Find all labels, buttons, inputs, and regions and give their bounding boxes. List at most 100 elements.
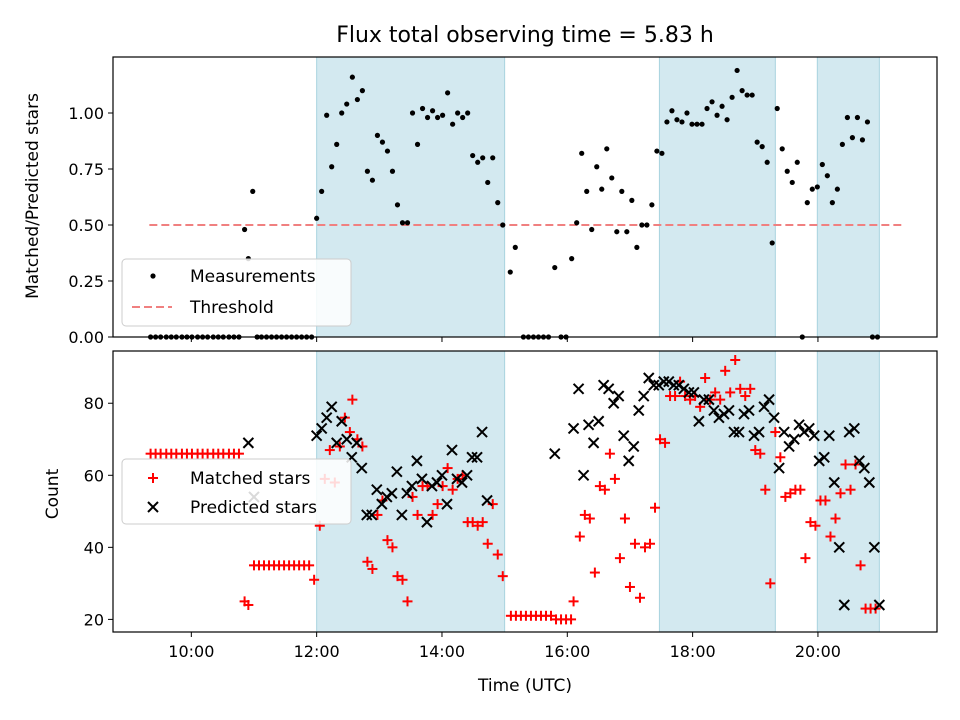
measurement-point — [344, 101, 350, 107]
matched-star-point — [243, 599, 254, 610]
xtick-label: 16:00 — [544, 642, 590, 661]
predicted-star-point — [315, 422, 328, 435]
bottom-panel: 20 40 60 80 10:00 12:00 14:00 16:00 18:00 20:00 Ma… — [84, 350, 938, 661]
measurement-point — [619, 188, 625, 194]
measurement-point — [552, 264, 558, 271]
predicted-star-point — [366, 509, 378, 521]
predicted-marker-b — [391, 465, 403, 478]
measurement-point — [709, 99, 715, 105]
measurement-point — [774, 105, 780, 112]
measurement-point — [569, 256, 575, 262]
predicted-marker-b — [351, 437, 363, 449]
measurement-point — [714, 112, 720, 118]
measurement-point — [455, 110, 461, 116]
measurement-point — [769, 240, 775, 246]
predicted-marker-b — [793, 419, 805, 431]
predicted-marker-b — [471, 451, 483, 463]
bottom-ylabel: Count — [43, 468, 63, 519]
predicted-marker-b — [758, 401, 770, 413]
measurement-point — [584, 188, 590, 194]
matched-star-point — [482, 538, 493, 549]
xtick-label: 18:00 — [670, 642, 716, 661]
measurement-point — [241, 226, 248, 233]
predicted-star-point — [643, 372, 655, 384]
predicted-marker-b — [823, 429, 835, 442]
measurement-point — [485, 179, 491, 186]
matched-star-point — [568, 596, 579, 607]
legend-measurement-marker — [150, 273, 156, 279]
predicted-marker-b — [310, 429, 323, 442]
predicted-marker-b — [688, 386, 700, 399]
measurement-point — [764, 159, 770, 165]
matched-star-point — [735, 383, 746, 394]
measurement-point — [364, 168, 371, 174]
measurement-point — [475, 159, 481, 165]
predicted-star-point — [668, 379, 680, 391]
measurement-point — [649, 202, 655, 208]
matched-star-point — [795, 484, 806, 495]
predicted-star-point — [858, 462, 871, 474]
measurement-point — [394, 202, 401, 208]
matched-star-point — [840, 459, 851, 470]
predicted-star-point — [828, 476, 840, 489]
matched-star-point — [492, 549, 503, 560]
measurement-point — [250, 188, 256, 194]
top-ylabel: Matched/Predicted stars — [23, 93, 43, 299]
predicted-marker-b — [376, 498, 388, 510]
legend-box — [121, 458, 352, 525]
matched-star-point — [810, 520, 821, 531]
predicted-marker-b — [773, 462, 785, 474]
measurement-point — [854, 114, 861, 121]
predicted-marker-b — [481, 494, 493, 507]
measurement-point — [824, 173, 830, 179]
measurement-point — [689, 121, 695, 127]
matched-star-point — [599, 484, 610, 495]
measurement-point — [859, 137, 866, 143]
measurement-point — [507, 269, 513, 275]
matched-star-point — [740, 391, 751, 402]
matched-star-point — [765, 578, 776, 589]
predicted-marker-b — [336, 415, 348, 427]
measurement-point — [339, 110, 345, 116]
measurement-point — [624, 229, 630, 235]
predicted-marker-b — [456, 476, 468, 489]
matched-star-point — [347, 394, 358, 405]
bottom-ytick-label: 80 — [84, 394, 104, 413]
predicted-star-point — [773, 462, 785, 474]
predicted-star-point — [330, 437, 343, 449]
predicted-star-point — [592, 415, 605, 427]
predicted-marker-b — [768, 411, 780, 424]
predicted-marker-b — [818, 451, 830, 463]
predicted-marker-b — [361, 509, 373, 521]
predicted-marker-b — [441, 498, 453, 510]
predicted-star-point — [361, 509, 373, 521]
measurement-point — [409, 110, 416, 116]
predicted-star-point — [391, 465, 403, 478]
matched-star-point — [589, 567, 600, 578]
matched-star-point — [362, 556, 373, 567]
predicted-star-point — [441, 498, 453, 510]
predicted-marker-b — [320, 411, 333, 424]
predicted-marker-b — [341, 433, 353, 445]
measurement-point — [324, 112, 330, 118]
matched-star-point — [619, 513, 630, 524]
matched-star-point — [472, 520, 483, 531]
predicted-marker-b — [803, 422, 815, 435]
predicted-marker-b — [461, 469, 473, 481]
predicted-marker-b — [638, 390, 650, 402]
predicted-star-point — [788, 433, 800, 445]
measurement-point — [354, 96, 360, 103]
predicted-star-point — [873, 599, 886, 611]
measurement-point — [384, 148, 391, 154]
predicted-star-point — [577, 469, 590, 481]
predicted-star-point — [838, 599, 850, 611]
matched-star-point — [233, 448, 244, 459]
matched-star-point — [304, 560, 315, 571]
predicted-star-point — [376, 498, 388, 510]
matched-star-point — [497, 571, 508, 582]
measurement-point — [644, 222, 650, 228]
predicted-marker-b — [617, 429, 630, 442]
predicted-star-point — [476, 426, 488, 438]
predicted-marker-b — [476, 426, 488, 438]
